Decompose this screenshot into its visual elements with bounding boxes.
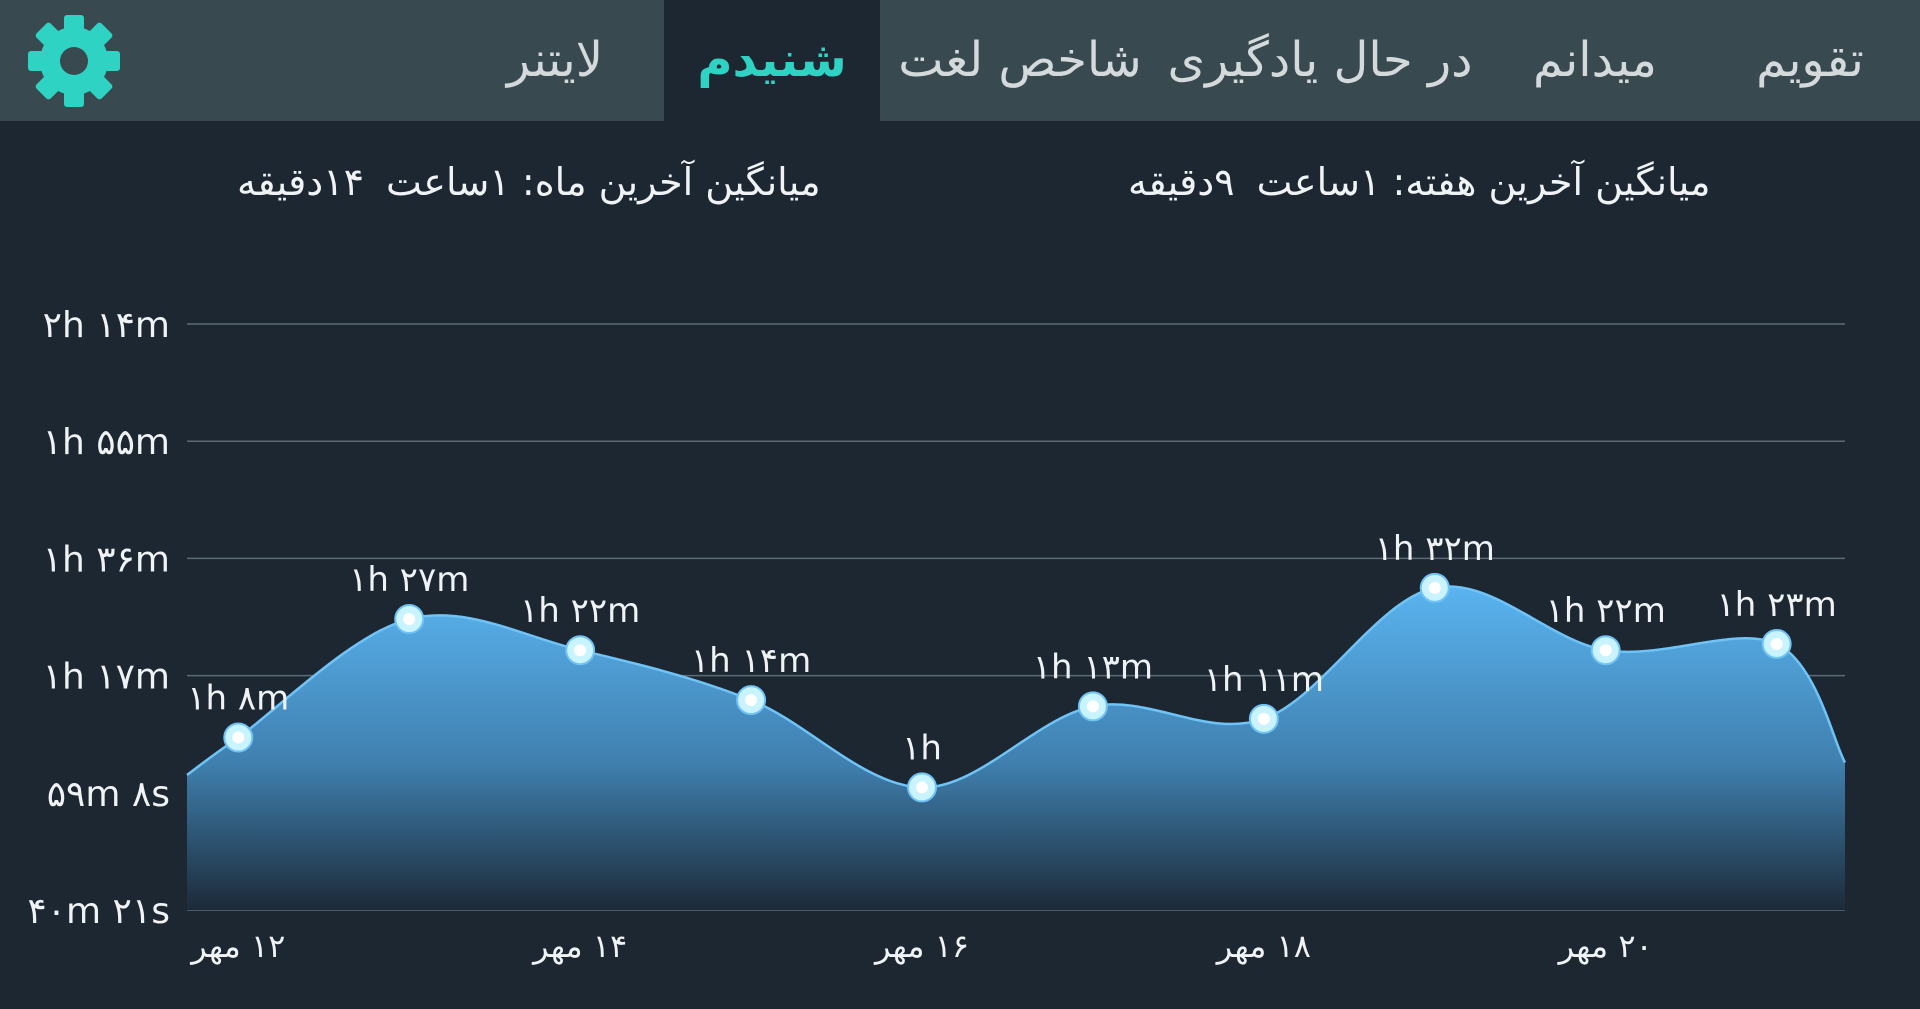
monthly-average-minutes: ۱۴دقیقه bbox=[237, 160, 364, 204]
data-point-center bbox=[403, 613, 416, 626]
y-tick-label: ۴۰m ۲۱s bbox=[27, 891, 170, 932]
data-label: ۱h ۱۴m bbox=[691, 641, 811, 681]
gear-icon bbox=[28, 15, 120, 107]
data-point-center bbox=[915, 781, 928, 794]
weekly-average-minutes: ۹دقیقه bbox=[1128, 160, 1235, 204]
data-point-center bbox=[232, 731, 245, 744]
data-label: ۱h ۳۲m bbox=[1375, 529, 1495, 569]
data-point-center bbox=[745, 694, 758, 707]
tab-word-index[interactable]: شاخص لغت bbox=[898, 32, 1142, 88]
y-tick-label: ۱h ۵۵m bbox=[43, 422, 170, 463]
data-label: ۱h ۱۱m bbox=[1204, 660, 1324, 700]
tab-known[interactable]: میدانم bbox=[1532, 32, 1658, 88]
x-tick-label: ۱۸ مهر bbox=[1215, 927, 1311, 965]
data-label: ۱h ۲۳m bbox=[1716, 585, 1836, 625]
x-tick-label: ۲۰ مهر bbox=[1557, 927, 1653, 965]
data-label: ۱h ۲۷m bbox=[349, 560, 469, 600]
monthly-average: میانگین آخرین ماه: ۱ساعت ۱۴دقیقه bbox=[237, 160, 821, 204]
y-tick-label: ۲h ۱۴m bbox=[43, 305, 170, 346]
tab-leitner[interactable]: لایتنر bbox=[506, 32, 604, 88]
monthly-average-hours: ۱ساعت bbox=[385, 160, 510, 204]
x-tick-label: ۱۶ مهر bbox=[873, 927, 969, 965]
data-label: ۱h ۲۲m bbox=[520, 591, 640, 631]
data-point-center bbox=[1257, 712, 1270, 725]
data-point-center bbox=[1599, 644, 1612, 657]
data-label: ۱h ۲۲m bbox=[1546, 591, 1666, 631]
weekly-average-hours: ۱ساعت bbox=[1256, 160, 1381, 204]
settings-button[interactable] bbox=[26, 13, 122, 109]
tab-bar: تقویم میدانم در حال یادگیری شاخص لغت شنی… bbox=[0, 0, 1920, 121]
data-point-center bbox=[1428, 581, 1441, 594]
weekly-average: میانگین آخرین هفته: ۱ساعت ۹دقیقه bbox=[1128, 160, 1710, 204]
weekly-average-label: میانگین آخرین هفته: bbox=[1392, 160, 1711, 204]
data-point-center bbox=[574, 644, 587, 657]
data-point-center bbox=[1770, 637, 1783, 650]
data-label: ۱h bbox=[902, 728, 942, 768]
x-tick-label: ۱۲ مهر bbox=[189, 927, 285, 965]
tab-learning[interactable]: در حال یادگیری bbox=[1167, 32, 1473, 88]
y-tick-label: ۱h ۳۶m bbox=[43, 539, 170, 580]
x-tick-label: ۱۴ مهر bbox=[531, 927, 627, 965]
data-label: ۱h ۱۳m bbox=[1033, 647, 1153, 687]
data-point-center bbox=[1086, 700, 1099, 713]
monthly-average-label: میانگین آخرین ماه: bbox=[521, 160, 821, 204]
y-tick-label: ۱h ۱۷m bbox=[43, 657, 170, 698]
tab-heard[interactable]: شنیدم bbox=[664, 0, 880, 121]
data-label: ۱h ۸m bbox=[187, 679, 289, 719]
area-fill bbox=[187, 586, 1845, 910]
y-tick-label: ۵۹m ۸s bbox=[47, 774, 170, 815]
tab-calendar[interactable]: تقویم bbox=[1756, 32, 1864, 88]
